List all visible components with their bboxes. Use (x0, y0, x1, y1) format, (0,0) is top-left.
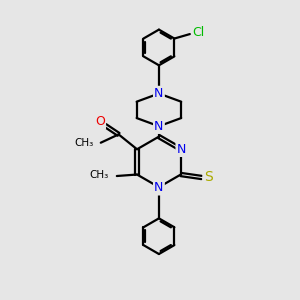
Text: N: N (154, 87, 164, 100)
Text: CH₃: CH₃ (89, 170, 109, 180)
Text: Cl: Cl (192, 26, 204, 39)
Text: CH₃: CH₃ (74, 138, 93, 148)
Text: N: N (154, 181, 164, 194)
Text: N: N (154, 120, 164, 133)
Text: O: O (95, 116, 105, 128)
Text: S: S (204, 170, 212, 184)
Text: N: N (177, 143, 186, 156)
